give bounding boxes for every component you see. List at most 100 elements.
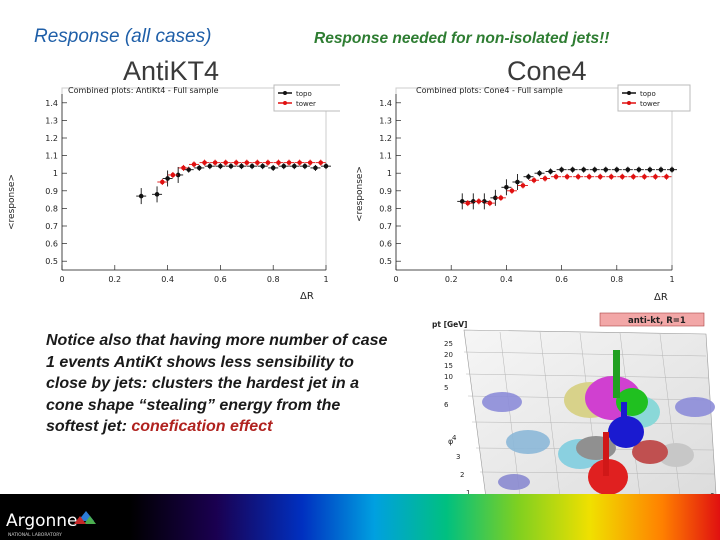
point-topo bbox=[228, 163, 234, 169]
x-tick-label: 0.6 bbox=[214, 275, 227, 284]
point-topo bbox=[175, 172, 181, 178]
point-topo bbox=[302, 163, 308, 169]
point-tower bbox=[297, 160, 302, 165]
legend-marker-tower bbox=[283, 101, 287, 105]
x-tick-label: 0 bbox=[59, 275, 64, 284]
y-tick-label: 0.9 bbox=[379, 187, 392, 196]
point-topo bbox=[636, 167, 642, 172]
y-tick-label: 1.3 bbox=[379, 116, 392, 125]
legend-marker-tower bbox=[627, 101, 631, 105]
point-tower bbox=[465, 200, 471, 206]
point-topo bbox=[313, 165, 318, 171]
x-tick-label: 0.2 bbox=[108, 275, 121, 284]
z-tick: 20 bbox=[444, 351, 453, 359]
point-topo bbox=[207, 163, 213, 169]
note-paragraph: Notice also that having more number of c… bbox=[46, 330, 396, 438]
y-tick-label: 1 bbox=[53, 169, 58, 178]
energy-tower bbox=[603, 432, 609, 476]
point-tower bbox=[597, 174, 603, 180]
point-topo bbox=[559, 167, 564, 172]
legend-box bbox=[617, 84, 691, 112]
jet-blob bbox=[498, 474, 530, 490]
point-topo bbox=[470, 199, 476, 204]
x-axis-label: ΔR bbox=[300, 291, 314, 302]
point-topo bbox=[165, 176, 170, 181]
point-topo bbox=[614, 167, 620, 172]
point-tower bbox=[286, 160, 292, 165]
algo-badge bbox=[599, 312, 705, 327]
point-topo bbox=[526, 174, 531, 180]
y-tick-label: 0.7 bbox=[379, 222, 392, 231]
point-topo bbox=[218, 163, 223, 169]
point-topo bbox=[459, 199, 465, 204]
legend-label-topo: topo bbox=[640, 90, 656, 98]
point-tower bbox=[575, 174, 581, 180]
argonne-logo-subtext: NATIONAL LABORATORY bbox=[8, 532, 62, 538]
x-tick-label: 0.8 bbox=[610, 275, 623, 284]
phi-axis-label: φ bbox=[448, 437, 453, 446]
y-tick-label: 0.6 bbox=[45, 240, 58, 249]
x-tick-label: 0.2 bbox=[445, 275, 458, 284]
point-tower bbox=[653, 174, 658, 180]
y-tick-label: 0.5 bbox=[379, 257, 392, 266]
y-tick-label: 1.1 bbox=[45, 152, 58, 161]
point-tower bbox=[476, 199, 482, 204]
energy-tower bbox=[621, 402, 627, 434]
z-tick: 5 bbox=[444, 384, 448, 392]
point-tower bbox=[531, 177, 537, 183]
x-tick-label: 0.6 bbox=[555, 275, 568, 284]
point-tower bbox=[498, 195, 504, 201]
point-topo bbox=[537, 170, 542, 176]
point-tower bbox=[608, 174, 614, 180]
x-tick-label: 0.4 bbox=[500, 275, 513, 284]
y-tick-label: 1.3 bbox=[45, 116, 58, 125]
jet-blob bbox=[576, 436, 616, 460]
point-tower bbox=[181, 165, 186, 171]
chart-cone4: Combined plots: Cone4 - Full sample 0.5 0… bbox=[355, 84, 691, 303]
point-tower bbox=[520, 183, 526, 188]
footer-bar: Argonne NATIONAL LABORATORY bbox=[0, 494, 720, 540]
point-tower bbox=[160, 179, 165, 185]
point-topo bbox=[493, 195, 498, 201]
point-topo bbox=[504, 184, 509, 190]
phi-tick: 1 bbox=[466, 489, 470, 497]
x-tick-label: 1 bbox=[669, 275, 674, 284]
point-topo bbox=[581, 167, 586, 172]
point-topo bbox=[186, 167, 192, 172]
legend-marker-topo bbox=[283, 91, 287, 95]
point-tower bbox=[307, 160, 313, 165]
energy-tower bbox=[613, 350, 620, 398]
point-topo bbox=[669, 167, 675, 172]
point-topo bbox=[548, 169, 553, 174]
legend-box bbox=[273, 84, 340, 112]
point-tower bbox=[255, 160, 260, 165]
plot-title: Combined plots: Cone4 - Full sample bbox=[416, 86, 563, 95]
legend-label-tower: tower bbox=[296, 100, 316, 108]
point-topo bbox=[270, 165, 276, 171]
point-tower bbox=[223, 160, 228, 165]
y-tick-label: 0.5 bbox=[45, 257, 58, 266]
legend-marker-topo bbox=[627, 91, 631, 95]
argonne-logo-text: Argonne bbox=[6, 511, 78, 531]
y-tick-label: 0.6 bbox=[379, 240, 392, 249]
point-tower bbox=[586, 174, 592, 180]
spectrum-strip bbox=[0, 494, 720, 540]
legend: topo tower bbox=[617, 84, 691, 112]
point-topo bbox=[196, 165, 202, 171]
jet-blob bbox=[632, 440, 668, 464]
jet-blob bbox=[506, 430, 550, 454]
algo-badge-label: anti-kt, R=1 bbox=[628, 316, 686, 326]
point-tower bbox=[487, 200, 493, 206]
chart-antikt4: Combined plots: AntiKt4 - Full sample 0.… bbox=[7, 84, 340, 302]
y-axis-label: <response> bbox=[7, 174, 17, 230]
jet-blob bbox=[616, 388, 648, 416]
point-topo bbox=[323, 163, 329, 169]
point-topo bbox=[281, 163, 287, 169]
point-topo bbox=[239, 163, 244, 169]
phi-tick: 4 bbox=[452, 434, 457, 442]
legend-label-tower: tower bbox=[640, 100, 660, 108]
phi-tick: 6 bbox=[444, 401, 449, 409]
left-title: Response (all cases) bbox=[34, 26, 212, 47]
point-tower bbox=[276, 160, 281, 165]
point-tower bbox=[564, 174, 570, 180]
